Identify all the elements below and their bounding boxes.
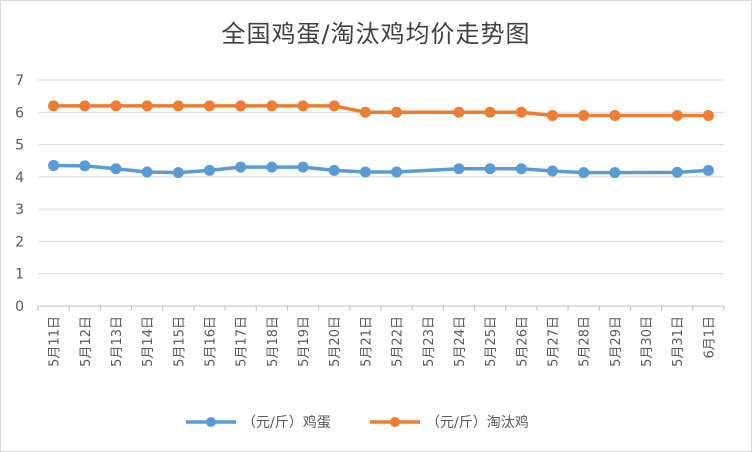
chart-title: 全国鸡蛋/淘汰鸡均价走势图 xyxy=(221,20,531,48)
x-tick-label: 5月24日 xyxy=(453,316,468,367)
data-point-series-1 xyxy=(578,167,590,179)
y-tick-label: 0 xyxy=(15,299,24,315)
x-tick-label: 5月18日 xyxy=(266,316,281,367)
data-point-series-1 xyxy=(235,161,247,173)
data-point-series-1 xyxy=(391,166,403,178)
data-point-series-2 xyxy=(110,100,122,112)
y-tick-label: 3 xyxy=(15,202,24,218)
x-tick-label: 5月22日 xyxy=(391,316,406,367)
series-layer xyxy=(48,100,714,179)
y-tick-label: 4 xyxy=(15,170,24,186)
data-point-series-1 xyxy=(141,166,153,178)
data-point-series-1 xyxy=(79,160,91,172)
x-tick-label: 5月21日 xyxy=(359,316,374,367)
data-point-series-2 xyxy=(702,110,714,122)
x-tick-label: 5月17日 xyxy=(235,316,250,367)
data-point-series-2 xyxy=(297,100,309,112)
data-point-series-2 xyxy=(141,100,153,112)
data-point-series-2 xyxy=(671,110,683,122)
y-tick-label: 1 xyxy=(15,267,24,283)
legend-marker-2 xyxy=(390,417,400,427)
x-tick-label: 5月30日 xyxy=(640,316,655,367)
x-tick-label: 5月11日 xyxy=(48,316,63,367)
data-point-series-1 xyxy=(547,165,558,177)
legend-label-2: （元/斤）淘汰鸡 xyxy=(426,414,529,431)
x-tick-label: 5月27日 xyxy=(547,316,562,367)
y-tick-label: 6 xyxy=(15,105,24,121)
data-point-series-1 xyxy=(609,167,621,179)
data-point-series-1 xyxy=(297,161,309,173)
data-point-series-2 xyxy=(172,100,184,112)
y-tick-label: 5 xyxy=(15,138,24,154)
legend: （元/斤）鸡蛋 （元/斤）淘汰鸡 xyxy=(186,414,529,431)
data-point-series-1 xyxy=(671,166,683,178)
legend-label-1: （元/斤）鸡蛋 xyxy=(242,414,331,431)
data-point-series-2 xyxy=(266,100,278,112)
x-tick-label: 5月12日 xyxy=(79,316,94,367)
x-tick-label: 5月26日 xyxy=(515,316,530,367)
x-tick-label: 5月13日 xyxy=(110,316,125,367)
x-tick-label: 5月20日 xyxy=(328,316,343,367)
data-point-series-2 xyxy=(453,106,465,118)
x-tick-label: 5月14日 xyxy=(141,316,156,367)
x-tick-label: 5月29日 xyxy=(609,316,624,367)
legend-marker-1 xyxy=(206,417,216,427)
data-point-series-1 xyxy=(515,163,527,175)
data-point-series-1 xyxy=(702,164,714,176)
data-point-series-1 xyxy=(453,163,465,175)
x-tick-label: 5月31日 xyxy=(671,316,686,367)
y-tick-label: 2 xyxy=(15,234,24,250)
data-point-series-1 xyxy=(110,163,122,175)
x-tick-label: 5月16日 xyxy=(204,316,219,367)
data-point-series-2 xyxy=(547,110,558,122)
x-tick-label: 5月15日 xyxy=(172,316,187,367)
data-point-series-1 xyxy=(359,166,371,178)
x-tick-label: 5月19日 xyxy=(297,316,312,367)
data-point-series-2 xyxy=(235,100,247,112)
data-point-series-2 xyxy=(515,106,527,118)
data-point-series-2 xyxy=(484,106,496,118)
data-point-series-2 xyxy=(328,100,340,112)
x-tick-label: 5月23日 xyxy=(422,316,437,367)
data-point-series-1 xyxy=(204,164,215,176)
x-tick-label: 5月25日 xyxy=(484,316,499,367)
data-point-series-2 xyxy=(609,110,621,122)
data-point-series-2 xyxy=(79,100,91,112)
data-point-series-1 xyxy=(328,164,340,176)
y-tick-label: 7 xyxy=(15,73,24,89)
data-point-series-1 xyxy=(484,163,496,175)
data-point-series-2 xyxy=(204,100,215,112)
data-point-series-1 xyxy=(172,167,184,179)
data-point-series-2 xyxy=(391,106,403,118)
x-tick-label: 5月28日 xyxy=(578,316,593,367)
data-point-series-2 xyxy=(359,106,371,118)
axes: 0 1 2 3 4 5 6 7 5月11日 5月12日 5月13日 5月14日 5月15日 5月16日 5月… xyxy=(15,73,725,367)
x-tick-label: 6月1日 xyxy=(702,316,717,359)
data-point-series-2 xyxy=(578,110,590,122)
data-point-series-2 xyxy=(48,100,60,112)
data-point-series-1 xyxy=(266,161,278,173)
data-point-series-1 xyxy=(48,160,60,172)
